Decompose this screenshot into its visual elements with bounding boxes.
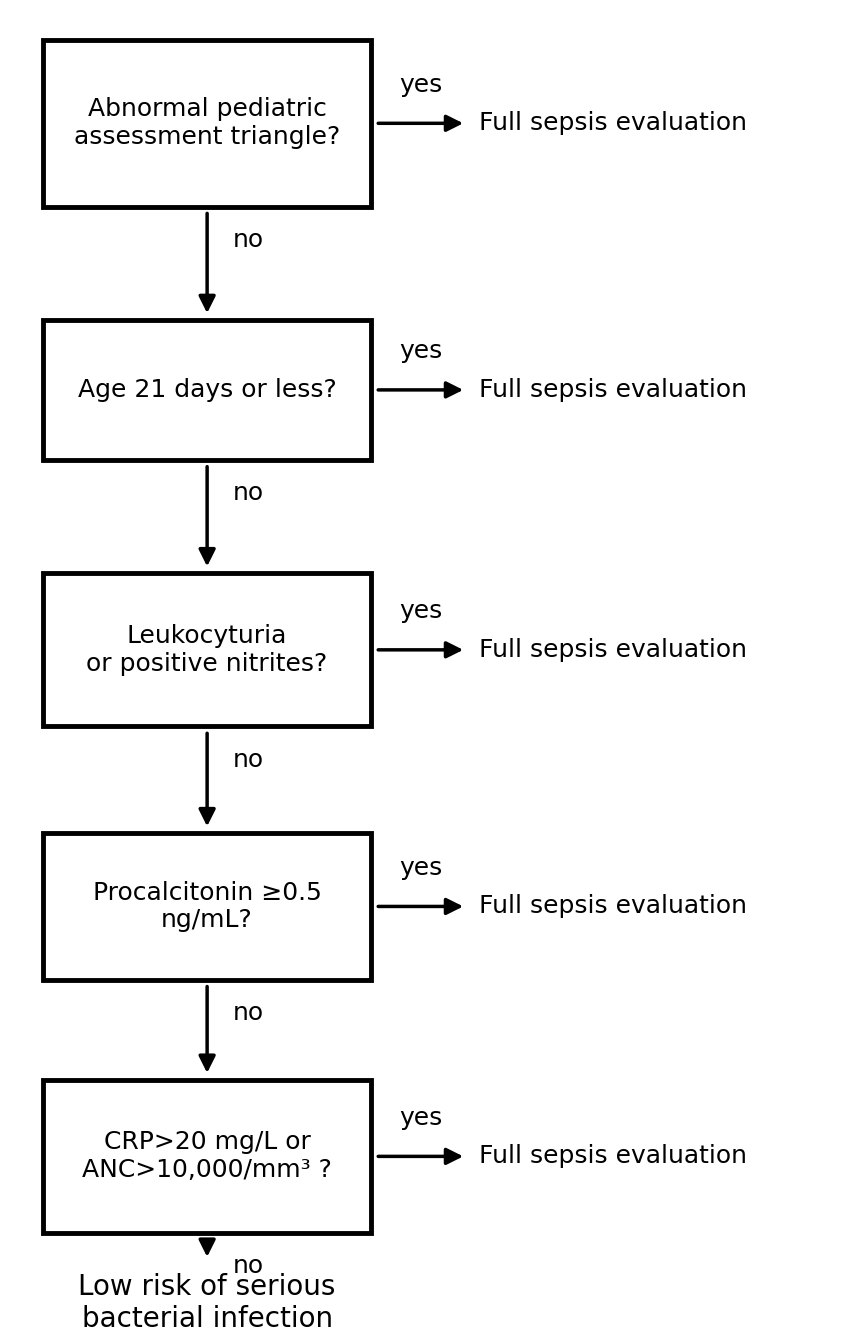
Text: no: no [233, 1001, 264, 1025]
Text: yes: yes [399, 856, 443, 880]
FancyBboxPatch shape [43, 573, 371, 726]
FancyBboxPatch shape [43, 320, 371, 460]
Text: no: no [233, 1254, 264, 1278]
Text: Abnormal pediatric
assessment triangle?: Abnormal pediatric assessment triangle? [74, 97, 340, 149]
Text: Full sepsis evaluation: Full sepsis evaluation [479, 377, 747, 403]
Text: Full sepsis evaluation: Full sepsis evaluation [479, 1144, 747, 1169]
Text: no: no [233, 481, 264, 505]
Text: Full sepsis evaluation: Full sepsis evaluation [479, 894, 747, 918]
Text: Age 21 days or less?: Age 21 days or less? [78, 377, 337, 403]
Text: Procalcitonin ≥0.5
ng/mL?: Procalcitonin ≥0.5 ng/mL? [92, 881, 322, 932]
FancyBboxPatch shape [43, 833, 371, 980]
Text: Full sepsis evaluation: Full sepsis evaluation [479, 637, 747, 663]
Text: yes: yes [399, 599, 443, 623]
FancyBboxPatch shape [43, 1080, 371, 1233]
Text: yes: yes [399, 1105, 443, 1130]
FancyBboxPatch shape [43, 40, 371, 207]
Text: CRP>20 mg/L or
ANC>10,000/mm³ ?: CRP>20 mg/L or ANC>10,000/mm³ ? [82, 1130, 332, 1182]
Text: Low risk of serious
bacterial infection: Low risk of serious bacterial infection [79, 1273, 336, 1333]
Text: Leukocyturia
or positive nitrites?: Leukocyturia or positive nitrites? [86, 624, 328, 676]
Text: yes: yes [399, 339, 443, 363]
Text: Full sepsis evaluation: Full sepsis evaluation [479, 111, 747, 136]
Text: no: no [233, 748, 264, 772]
Text: no: no [233, 228, 264, 252]
Text: yes: yes [399, 72, 443, 96]
